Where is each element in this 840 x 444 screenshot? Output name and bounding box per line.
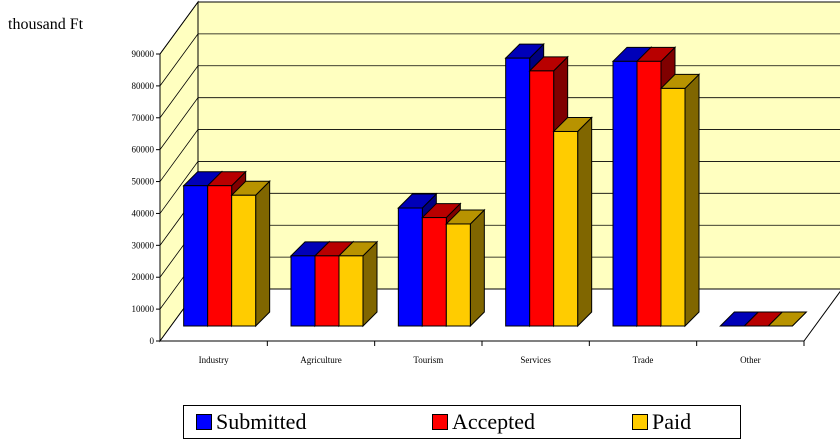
legend-label-accepted: Accepted [452, 409, 536, 434]
legend-item-submitted: Submitted [196, 408, 306, 436]
bar-trade-accepted [636, 60, 662, 327]
x-tick-label-agriculture: Agriculture [300, 355, 341, 365]
legend-swatch-submitted [196, 414, 212, 430]
bar-tourism-accepted [421, 217, 447, 327]
y-tick-label: 70000 [132, 113, 155, 123]
legend-label-paid: Paid [652, 409, 692, 434]
y-tick-label: 40000 [132, 208, 155, 218]
bar-side-tourism-paid [469, 208, 485, 328]
bar-side-agriculture-paid [362, 240, 378, 328]
y-tick-label: 0 [150, 336, 155, 346]
y-tick-label: 60000 [132, 145, 155, 155]
y-tick-label: 10000 [132, 304, 155, 314]
legend-swatch-paid [632, 414, 648, 430]
bar-tourism-submitted [397, 207, 423, 327]
bar-top-other-paid [767, 311, 808, 327]
bar-services-submitted [505, 57, 531, 327]
bar-side-trade-paid [684, 73, 700, 328]
x-tick-label-industry: Industry [199, 355, 229, 365]
x-tick-label-services: Services [520, 355, 551, 365]
bar-industry-paid [231, 194, 257, 327]
bar-agriculture-accepted [314, 255, 340, 327]
legend-swatch-accepted [432, 414, 448, 430]
bar-agriculture-submitted [290, 255, 316, 327]
bar-services-paid [553, 130, 579, 327]
y-tick-label: 90000 [132, 49, 155, 59]
bar-agriculture-paid [338, 255, 364, 327]
y-tick-label: 30000 [132, 240, 155, 250]
y-tick-label: 50000 [132, 177, 155, 187]
bar-industry-accepted [207, 185, 233, 327]
legend-item-paid: Paid [632, 408, 691, 436]
y-tick-label: 80000 [132, 81, 155, 91]
chart-legend: Submitted Accepted Paid [183, 405, 741, 439]
bar-trade-submitted [612, 60, 638, 327]
x-tick-label-other: Other [740, 355, 761, 365]
bar-tourism-paid [445, 223, 471, 327]
y-axis-unit-label: thousand Ft [8, 16, 84, 33]
gridline [159, 1, 840, 55]
y-tick-label: 20000 [132, 272, 155, 282]
bar-industry-submitted [183, 185, 209, 327]
x-tick-label-tourism: Tourism [413, 355, 443, 365]
legend-label-submitted: Submitted [216, 409, 307, 434]
x-tick-label-trade: Trade [633, 355, 654, 365]
legend-item-accepted: Accepted [432, 408, 535, 436]
bar-trade-paid [660, 87, 686, 327]
gridline [159, 33, 840, 87]
bar-side-services-paid [577, 116, 593, 328]
bar-services-accepted [529, 70, 555, 327]
bar-side-industry-paid [255, 180, 271, 328]
